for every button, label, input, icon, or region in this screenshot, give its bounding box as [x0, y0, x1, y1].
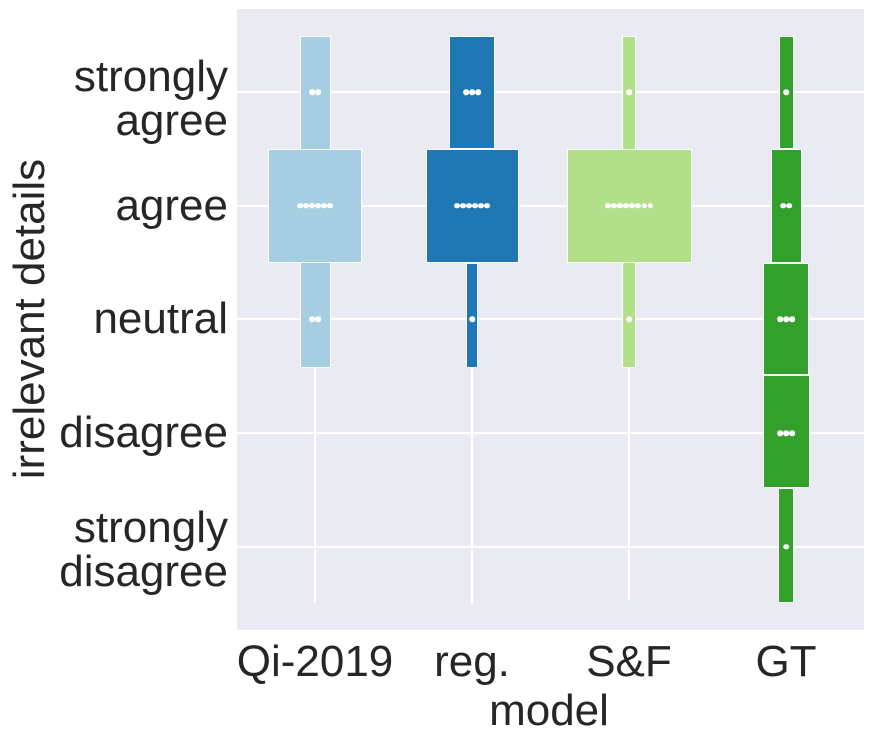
- swarm-dot: [478, 202, 484, 209]
- boxen-segment-1-2: [466, 262, 478, 369]
- swarm-dot: [475, 89, 481, 95]
- swarm-dot: [463, 89, 469, 95]
- swarm-dot: [315, 202, 321, 209]
- swarm-dots-1-level-1: [454, 202, 490, 209]
- swarm-dot: [309, 202, 315, 209]
- swarm-dots-1-level-0: [463, 89, 481, 95]
- swarm-dot: [623, 202, 629, 209]
- tail-line-1: [470, 368, 474, 603]
- gridline-agree: [237, 204, 864, 207]
- swarm-dot: [783, 430, 789, 436]
- swarm-dot: [472, 202, 478, 209]
- swarm-dots-3-level-2: [777, 316, 795, 323]
- swarm-dot: [315, 89, 321, 95]
- swarm-dots-2-level-1: [604, 202, 654, 209]
- swarm-dot: [469, 89, 475, 95]
- swarm-dots-3-level-4: [783, 544, 789, 550]
- boxen-segment-2-1: [566, 148, 692, 263]
- swarm-dot: [466, 202, 472, 209]
- y-tick-strongly-agree: strongly agree: [73, 52, 228, 145]
- x-tick-GT: GT: [755, 637, 817, 686]
- swarm-dots-0-level-1: [297, 202, 333, 209]
- swarm-dot: [303, 202, 309, 209]
- gridline-disagree: [237, 432, 864, 435]
- swarm-dot: [783, 544, 789, 550]
- swarm-dots-1-level-2: [469, 316, 475, 323]
- swarm-dot: [460, 202, 466, 209]
- swarm-dots-0-level-0: [309, 89, 321, 95]
- swarm-dot: [327, 202, 333, 209]
- swarm-dot: [641, 202, 647, 209]
- swarm-dot: [321, 202, 327, 209]
- x-tick-Qi-2019: Qi-2019: [236, 637, 394, 686]
- swarm-dot: [309, 89, 315, 95]
- gridline-neutral: [237, 318, 864, 321]
- swarm-dot: [789, 430, 795, 436]
- swarm-dots-2-level-2: [626, 316, 632, 323]
- swarm-dot: [604, 202, 611, 209]
- swarm-dot: [783, 89, 789, 95]
- swarm-dot: [783, 316, 789, 323]
- y-tick-neutral: neutral: [93, 294, 228, 344]
- y-tick-disagree: disagree: [59, 408, 228, 458]
- y-axis-label: irrelevant details: [5, 158, 54, 480]
- swarm-dot: [626, 89, 632, 95]
- y-tick-agree: agree: [115, 180, 228, 230]
- gridline-strongly-agree: [237, 91, 864, 93]
- boxen-segment-1-1: [425, 148, 519, 263]
- swarm-dots-3-level-3: [777, 430, 795, 436]
- swarm-dot: [297, 202, 303, 209]
- swarm-dot: [635, 202, 641, 209]
- swarm-dots-3-level-0: [783, 89, 789, 95]
- swarm-dot: [647, 202, 654, 209]
- swarm-dot: [469, 316, 475, 323]
- swarm-dot: [786, 202, 792, 209]
- swarm-dot: [777, 316, 783, 323]
- swarm-dot: [789, 316, 795, 323]
- x-tick-reg-: reg.: [434, 637, 510, 686]
- swarm-dot: [454, 202, 460, 209]
- swarm-dot: [777, 430, 783, 436]
- tail-line-2: [627, 368, 631, 601]
- gridline-strongly-disagree: [237, 545, 864, 548]
- y-tick-strongly-disagree: strongly disagree: [59, 502, 228, 596]
- swarm-dots-2-level-0: [626, 89, 632, 95]
- swarm-dot: [484, 202, 490, 209]
- swarm-dots-3-level-1: [780, 202, 792, 209]
- boxen-segment-3-1: [770, 148, 802, 263]
- x-tick-S-F: S&F: [586, 637, 672, 686]
- swarm-dots-0-level-2: [309, 316, 321, 323]
- swarm-dot: [780, 202, 786, 209]
- swarm-dot: [626, 316, 632, 323]
- swarm-dot: [617, 202, 623, 209]
- x-axis-label: model: [489, 686, 609, 735]
- boxen-segment-0-1: [268, 148, 362, 263]
- swarm-dot: [611, 202, 617, 209]
- tail-line-0: [313, 368, 317, 603]
- swarm-dot: [315, 316, 321, 323]
- swarm-dot: [309, 316, 315, 323]
- swarm-dot: [629, 202, 635, 209]
